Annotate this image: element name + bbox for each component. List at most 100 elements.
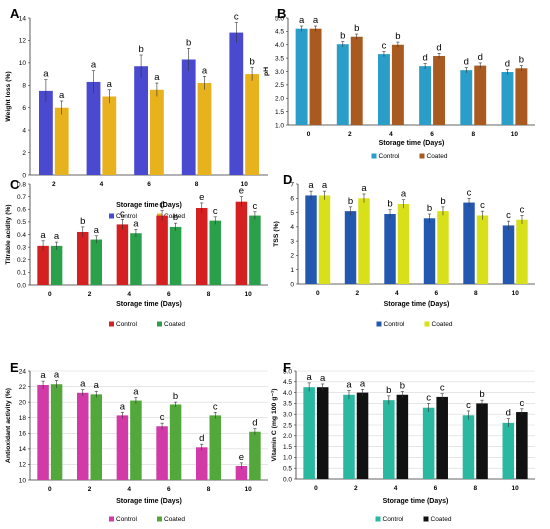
bar-control <box>134 66 148 175</box>
legend-swatch-control <box>376 321 382 327</box>
significance-letter: a <box>133 386 139 397</box>
x-axis-title: Storage time (Days) <box>384 301 450 308</box>
legend: Control Coated <box>109 516 185 523</box>
panel-letter: B <box>277 6 286 21</box>
significance-letter: b <box>354 23 359 34</box>
significance-letter: a <box>154 72 160 83</box>
y-tick-label: 0.0 <box>283 476 292 483</box>
y-tick-label: 0.1 <box>17 270 26 277</box>
bar-control <box>116 415 129 480</box>
x-tick-label: 0 <box>316 290 320 297</box>
x-tick-label: 6 <box>434 485 438 492</box>
bar-control <box>462 415 475 479</box>
bar-control <box>295 28 308 126</box>
significance-letter: c <box>382 40 387 51</box>
y-tick-label: 6 <box>290 196 294 203</box>
bar-control <box>463 202 475 284</box>
x-tick-label: 4 <box>100 181 104 188</box>
y-tick-label: 1.5 <box>275 109 284 116</box>
legend-label: Coated <box>432 321 453 328</box>
bar-control <box>235 201 248 285</box>
x-tick-label: 6 <box>167 486 171 493</box>
y-tick-label: 0.0 <box>17 282 26 289</box>
y-tick-label: 4.0 <box>283 390 292 397</box>
bar-coated <box>318 195 331 284</box>
bar-coated <box>437 211 449 284</box>
legend-label: Control <box>379 153 401 160</box>
legend-label: Coated <box>164 321 185 328</box>
bar-control <box>305 195 317 284</box>
significance-letter: b <box>173 212 178 223</box>
significance-letter: a <box>322 180 328 191</box>
bar-control <box>229 32 244 176</box>
y-tick-label: 0.8 <box>17 181 26 188</box>
bar-control <box>76 231 89 285</box>
bar-coated <box>516 219 528 284</box>
x-tick-label: 6 <box>434 290 438 297</box>
bar-coated <box>90 239 103 285</box>
x-tick-label: 6 <box>430 131 434 138</box>
x-axis-title: Storage time (Days) <box>116 202 182 209</box>
bar-control <box>195 447 208 480</box>
significance-letter: c <box>480 200 485 211</box>
bar-control <box>423 218 436 284</box>
y-tick-label: 4.5 <box>283 379 292 386</box>
significance-letter: d <box>505 58 510 69</box>
y-tick-label: 2.0 <box>275 96 284 103</box>
x-tick-label: 2 <box>355 290 359 297</box>
bar-coated <box>54 107 69 175</box>
legend-swatch-control <box>375 516 381 522</box>
legend-swatch-coated <box>424 321 430 327</box>
significance-letter: a <box>107 79 113 90</box>
bar-coated <box>350 36 363 125</box>
significance-letter: b <box>400 381 405 392</box>
y-tick-label: 10 <box>19 477 27 484</box>
significance-letter: b <box>173 391 178 402</box>
panel-letter: D <box>283 172 292 187</box>
panel-letter: E <box>10 360 19 375</box>
y-tick-label: 7 <box>290 181 294 188</box>
significance-letter: c <box>160 412 165 423</box>
x-tick-label: 8 <box>471 131 475 138</box>
significance-letter: d <box>199 433 204 444</box>
y-tick-label: 20 <box>19 399 27 406</box>
significance-letter: b <box>340 31 345 42</box>
x-tick-label: 4 <box>395 290 399 297</box>
bar-control <box>377 54 390 125</box>
significance-letter: a <box>299 15 305 26</box>
y-tick-label: 5 <box>290 210 294 217</box>
bar-coated <box>50 245 63 285</box>
x-tick-label: 8 <box>473 485 477 492</box>
significance-letter: c <box>213 401 218 412</box>
bar-coated <box>249 431 261 480</box>
y-tick-label: 0.3 <box>17 244 26 251</box>
significance-letter: c <box>506 210 511 221</box>
significance-letter: a <box>40 230 46 241</box>
x-tick-label: 6 <box>147 181 151 188</box>
y-tick-label: 1.5 <box>283 444 292 451</box>
bar-coated <box>249 215 261 285</box>
bar-coated <box>433 55 446 125</box>
bar-control <box>86 81 101 175</box>
bar-coated <box>476 215 489 284</box>
x-tick-label: 6 <box>167 291 171 298</box>
significance-letter: a <box>43 69 49 80</box>
bar-coated <box>169 226 182 285</box>
bar-control <box>422 407 435 479</box>
bar-coated <box>209 415 222 480</box>
y-tick-label: 22 <box>19 384 27 391</box>
bar-coated <box>309 28 322 126</box>
bar-control <box>156 215 168 285</box>
bar-control <box>460 70 473 125</box>
y-tick-label: 3.5 <box>283 401 292 408</box>
legend-swatch-coated <box>419 153 425 159</box>
x-axis-title: Storage time (Days) <box>379 140 445 147</box>
y-tick-label: 0.5 <box>17 219 26 226</box>
y-tick-label: 8 <box>22 83 26 90</box>
bar-control <box>502 422 515 479</box>
bar-coated <box>130 400 142 480</box>
x-tick-label: 4 <box>127 486 131 493</box>
x-tick-label: 0 <box>48 486 52 493</box>
y-tick-label: 3.5 <box>275 55 284 62</box>
